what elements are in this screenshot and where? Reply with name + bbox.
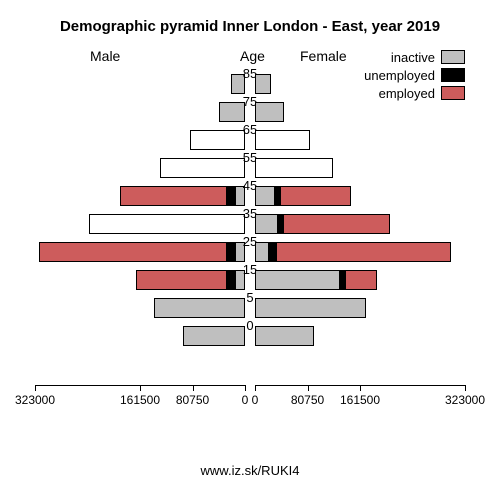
female-row xyxy=(255,238,465,266)
bar-segment-employed xyxy=(276,242,452,262)
female-row xyxy=(255,126,465,154)
chart-title: Demographic pyramid Inner London - East,… xyxy=(0,18,500,35)
x-axis-male: 323000161500807500 xyxy=(35,385,245,425)
plot-area: 857565554535251550 323000161500807500 08… xyxy=(35,70,465,420)
bar-segment-inactive xyxy=(154,298,245,318)
bar-segment-employed xyxy=(120,186,227,206)
female-row xyxy=(255,154,465,182)
bar-segment-employed xyxy=(39,242,228,262)
female-row xyxy=(255,98,465,126)
bar-segment-inactive xyxy=(255,270,340,290)
bar-segment-empty xyxy=(255,158,333,178)
bar-segment-inactive xyxy=(255,242,269,262)
bar-segment-unemployed xyxy=(227,270,235,290)
bar-segment-inactive xyxy=(255,102,284,122)
male-row xyxy=(35,294,245,322)
bar-segment-inactive xyxy=(255,298,366,318)
bar-segment-inactive xyxy=(255,214,278,234)
male-row xyxy=(35,126,245,154)
bar-segment-employed xyxy=(280,186,352,206)
x-tick xyxy=(465,385,466,391)
bar-segment-inactive xyxy=(255,74,271,94)
bar-segment-empty xyxy=(160,158,245,178)
male-row xyxy=(35,182,245,210)
female-row xyxy=(255,70,465,98)
female-row xyxy=(255,266,465,294)
male-row xyxy=(35,322,245,350)
x-tick-label: 161500 xyxy=(120,393,160,407)
bar-segment-unemployed xyxy=(227,242,235,262)
bar-segment-unemployed xyxy=(227,186,235,206)
legend-swatch xyxy=(441,50,465,64)
age-axis: 857565554535251550 xyxy=(245,70,255,380)
x-tick-label: 323000 xyxy=(15,393,55,407)
x-tick xyxy=(360,385,361,391)
male-row xyxy=(35,238,245,266)
source-label: www.iz.sk/RUKI4 xyxy=(0,463,500,478)
female-row xyxy=(255,210,465,238)
female-half xyxy=(255,70,465,380)
legend-label: inactive xyxy=(391,50,435,65)
bar-segment-employed xyxy=(136,270,227,290)
male-row xyxy=(35,210,245,238)
male-row xyxy=(35,266,245,294)
age-column-label: Age xyxy=(240,48,265,64)
male-row xyxy=(35,98,245,126)
male-column-label: Male xyxy=(90,48,120,64)
x-tick xyxy=(245,385,246,391)
bar-segment-employed xyxy=(283,214,390,234)
female-column-label: Female xyxy=(300,48,347,64)
x-tick-label: 0 xyxy=(242,393,249,407)
male-row xyxy=(35,154,245,182)
x-tick-label: 80750 xyxy=(176,393,209,407)
x-tick-label: 0 xyxy=(252,393,259,407)
x-tick xyxy=(35,385,36,391)
x-tick xyxy=(255,385,256,391)
bar-segment-empty xyxy=(255,130,310,150)
male-row xyxy=(35,70,245,98)
bar-segment-empty xyxy=(89,214,245,234)
bar-segment-inactive xyxy=(255,326,314,346)
bar-segment-inactive xyxy=(255,186,275,206)
female-row xyxy=(255,322,465,350)
x-tick-label: 80750 xyxy=(291,393,324,407)
x-axis-female: 080750161500323000 xyxy=(255,385,465,425)
bar-segment-employed xyxy=(345,270,378,290)
pyramid-chart: Demographic pyramid Inner London - East,… xyxy=(0,0,500,500)
male-half xyxy=(35,70,245,380)
female-row xyxy=(255,294,465,322)
legend-item: inactive xyxy=(364,48,465,66)
female-row xyxy=(255,182,465,210)
x-tick xyxy=(140,385,141,391)
x-tick-label: 323000 xyxy=(445,393,485,407)
x-tick xyxy=(193,385,194,391)
x-tick-label: 161500 xyxy=(340,393,380,407)
x-tick xyxy=(308,385,309,391)
bar-segment-inactive xyxy=(183,326,245,346)
bar-segment-empty xyxy=(190,130,245,150)
